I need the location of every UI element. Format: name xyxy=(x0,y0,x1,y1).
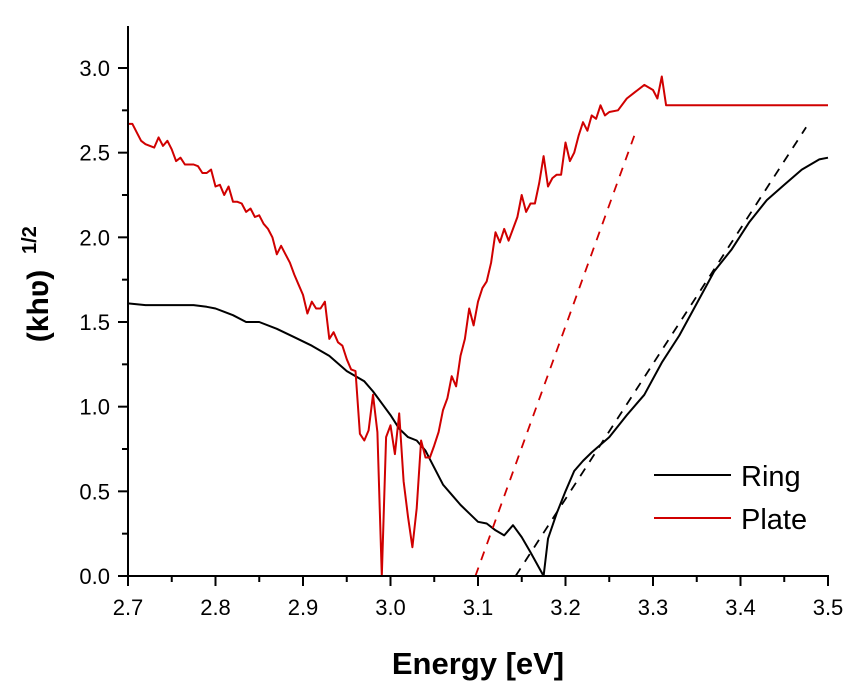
x-tick-label: 3.2 xyxy=(550,595,581,620)
series-layer xyxy=(127,75,829,577)
legend-label-ring: Ring xyxy=(741,461,801,493)
x-ticks: 2.7 2.8 2.9 3.0 3.1 3.2 3.3 3.4 3.5 xyxy=(113,576,844,620)
legend-item-ring: Ring xyxy=(654,461,801,493)
legend-item-plate: Plate xyxy=(654,504,807,536)
y-tick-label: 3.0 xyxy=(79,56,110,81)
y-tick-label: 1.0 xyxy=(79,395,110,420)
x-tick-label: 3.4 xyxy=(725,595,756,620)
x-tick-label: 3.3 xyxy=(638,595,669,620)
y-tick-label: 0.5 xyxy=(79,479,110,504)
legend: Ring Plate xyxy=(654,461,807,536)
series-ring xyxy=(127,156,829,577)
x-tick-label: 2.8 xyxy=(200,595,231,620)
y-tick-label: 2.0 xyxy=(79,225,110,250)
y-tick-label: 1.5 xyxy=(79,310,110,335)
x-tick-label: 2.7 xyxy=(113,595,144,620)
x-axis-title: Energy [eV] xyxy=(392,646,564,681)
series-plate xyxy=(128,75,828,577)
svg-text:(khʋ): (khʋ) xyxy=(22,270,55,342)
y-ticks: 0.0 0.5 1.0 1.5 2.0 2.5 3.0 xyxy=(79,56,128,589)
y-axis-title-superscript: 1/2 xyxy=(19,226,41,254)
y-axis-title-main: (khʋ) xyxy=(22,270,55,342)
x-tick-label: 2.9 xyxy=(288,595,319,620)
x-tick-label: 3.0 xyxy=(375,595,406,620)
x-tick-label: 3.5 xyxy=(813,595,844,620)
y-tick-label: 2.5 xyxy=(79,141,110,166)
series-plate-fit xyxy=(474,131,637,577)
series-ring-fit xyxy=(514,126,807,577)
x-tick-label: 3.1 xyxy=(463,595,494,620)
y-tick-label: 0.0 xyxy=(79,564,110,589)
legend-label-plate: Plate xyxy=(741,504,807,536)
y-axis-title: (khʋ) 1/2 xyxy=(19,226,55,342)
svg-text:1/2: 1/2 xyxy=(19,226,41,254)
